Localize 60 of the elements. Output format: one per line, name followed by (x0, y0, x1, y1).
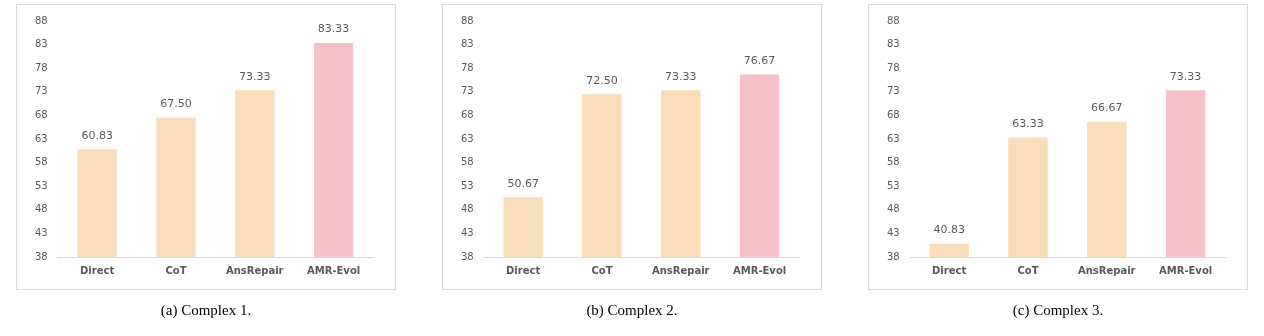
y-tick-label: 48 (460, 203, 474, 215)
x-tick-label: Direct (932, 264, 967, 276)
y-tick-label: 83 (34, 38, 48, 50)
data-label: 73.33 (1169, 69, 1202, 83)
y-tick-label: 53 (460, 179, 474, 191)
y-tick-label: 73 (34, 85, 48, 97)
y-tick-label: 88 (34, 14, 48, 26)
data-label: 67.50 (160, 97, 192, 111)
y-tick-label: 83 (886, 38, 900, 50)
x-tick-label: AnsRepair (225, 264, 284, 276)
y-tick-label: 78 (460, 61, 474, 73)
y-tick-label: 78 (886, 61, 900, 73)
x-tick-label: CoT (591, 264, 613, 276)
y-tick-label: 53 (886, 179, 900, 191)
y-tick-label: 68 (886, 108, 900, 120)
x-tick-label: AMR-Evol (306, 264, 361, 276)
x-tick-label: CoT (1017, 264, 1039, 276)
y-tick-label: 43 (34, 226, 48, 238)
data-label: 72.50 (586, 73, 618, 87)
y-tick-label: 48 (34, 203, 48, 215)
y-tick-label: 38 (460, 250, 474, 262)
text: (c) Complex 3. (1012, 302, 1104, 319)
y-tick-label: 53 (34, 179, 48, 191)
data-label: 66.67 (1091, 101, 1123, 115)
data-label: 50.67 (507, 176, 539, 190)
x-tick-label: AnsRepair (651, 264, 710, 276)
x-tick-label: AMR-Evol (732, 264, 787, 276)
y-tick-label: 83 (460, 38, 474, 50)
y-tick-label: 73 (886, 85, 900, 97)
y-tick-label: 88 (460, 14, 474, 26)
x-tick-label: CoT (165, 264, 187, 276)
x-tick-label: AnsRepair (1077, 264, 1136, 276)
data-label: 60.83 (81, 128, 113, 142)
text: (b) Complex 2. (586, 302, 678, 319)
y-tick-label: 38 (886, 250, 900, 262)
data-label: 76.67 (743, 53, 776, 67)
data-label: 83.33 (317, 22, 350, 36)
y-tick-label: 63 (34, 132, 48, 144)
y-tick-label: 68 (460, 108, 474, 120)
y-tick-label: 43 (886, 226, 900, 238)
y-tick-label: 63 (460, 132, 474, 144)
x-tick-label: AMR-Evol (1158, 264, 1213, 276)
y-tick-label: 43 (460, 226, 474, 238)
y-tick-label: 78 (34, 61, 48, 73)
y-tick-label: 63 (886, 132, 900, 144)
x-tick-label: Direct (506, 264, 541, 276)
y-tick-label: 58 (886, 156, 900, 168)
y-tick-label: 73 (460, 85, 474, 97)
text: (a) Complex 1. (160, 302, 252, 319)
data-label: 73.33 (665, 69, 697, 83)
data-label: 40.83 (933, 223, 965, 236)
y-tick-label: 58 (34, 156, 48, 168)
x-tick-label: Direct (80, 264, 115, 276)
y-tick-label: 58 (460, 156, 474, 168)
y-tick-label: 88 (886, 14, 900, 26)
y-tick-label: 38 (34, 250, 48, 262)
y-tick-label: 48 (886, 203, 900, 215)
data-label: 73.33 (239, 69, 271, 83)
data-label: 63.33 (1012, 116, 1044, 130)
y-tick-label: 68 (34, 108, 48, 120)
